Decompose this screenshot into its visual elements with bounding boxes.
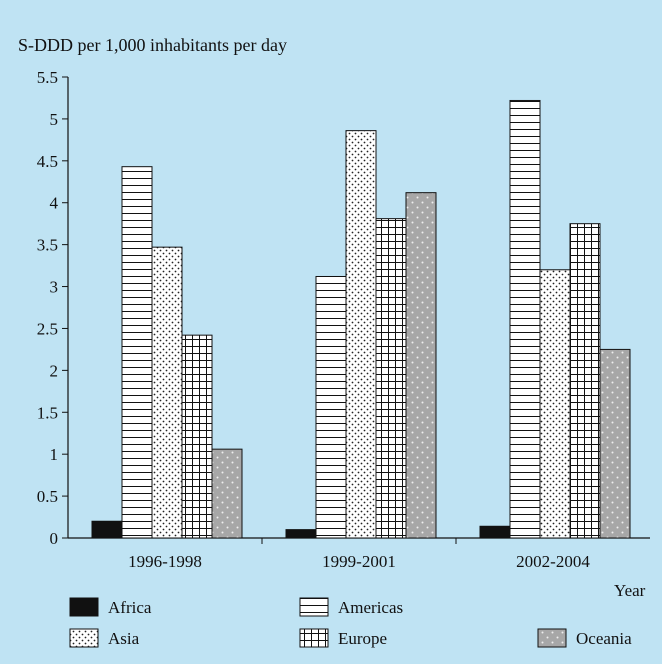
legend-swatch-europe xyxy=(299,628,329,648)
y-tick-label: 4.5 xyxy=(37,152,58,171)
y-tick-label: 0.5 xyxy=(37,487,58,506)
y-tick-label: 2 xyxy=(50,361,59,380)
y-tick-label: 5.5 xyxy=(37,68,58,87)
legend-label-asia: Asia xyxy=(108,629,140,648)
legend-label-americas: Americas xyxy=(338,598,403,617)
bar-africa-1996-1998 xyxy=(91,520,123,539)
y-axis-title: S-DDD per 1,000 inhabitants per day xyxy=(18,35,287,55)
legend-swatch-asia xyxy=(69,628,99,648)
x-tick-label: 2002-2004 xyxy=(516,552,590,571)
bar-asia-1996-1998 xyxy=(151,246,183,539)
y-tick-label: 1 xyxy=(50,445,59,464)
x-axis-title: Year xyxy=(614,581,646,600)
y-tick-label: 3.5 xyxy=(37,236,58,255)
x-tick-label: 1999-2001 xyxy=(322,552,396,571)
y-tick-label: 5 xyxy=(50,110,59,129)
legend-swatch-americas xyxy=(299,597,329,617)
bar-europe-1996-1998 xyxy=(181,334,213,539)
bar-oceania-1999-2001 xyxy=(405,192,437,539)
x-tick-label: 1996-1998 xyxy=(128,552,202,571)
bar-americas-2002-2004 xyxy=(509,99,541,539)
legend-label-africa: Africa xyxy=(108,598,152,617)
bar-oceania-1996-1998 xyxy=(211,448,243,539)
y-tick-label: 0 xyxy=(50,529,59,548)
bar-asia-1999-2001 xyxy=(345,130,377,539)
y-tick-label: 1.5 xyxy=(37,403,58,422)
bar-americas-1996-1998 xyxy=(121,166,153,539)
legend: Africa Americas Asia Europe Oceania xyxy=(69,597,632,648)
bar-africa-2002-2004 xyxy=(479,525,511,539)
legend-swatch-oceania xyxy=(537,628,567,648)
bar-europe-1999-2001 xyxy=(375,218,407,539)
bar-oceania-2002-2004 xyxy=(599,348,631,539)
y-tick-label: 4 xyxy=(50,194,59,213)
y-tick-label: 2.5 xyxy=(37,319,58,338)
legend-swatch-africa xyxy=(69,597,99,617)
bar-europe-2002-2004 xyxy=(569,223,601,539)
y-tick-label: 3 xyxy=(50,278,59,297)
bar-asia-2002-2004 xyxy=(539,269,571,539)
bars-group xyxy=(91,99,631,539)
legend-label-europe: Europe xyxy=(338,629,387,648)
bar-africa-1999-2001 xyxy=(285,529,317,539)
bar-americas-1999-2001 xyxy=(315,275,347,539)
legend-label-oceania: Oceania xyxy=(576,629,632,648)
